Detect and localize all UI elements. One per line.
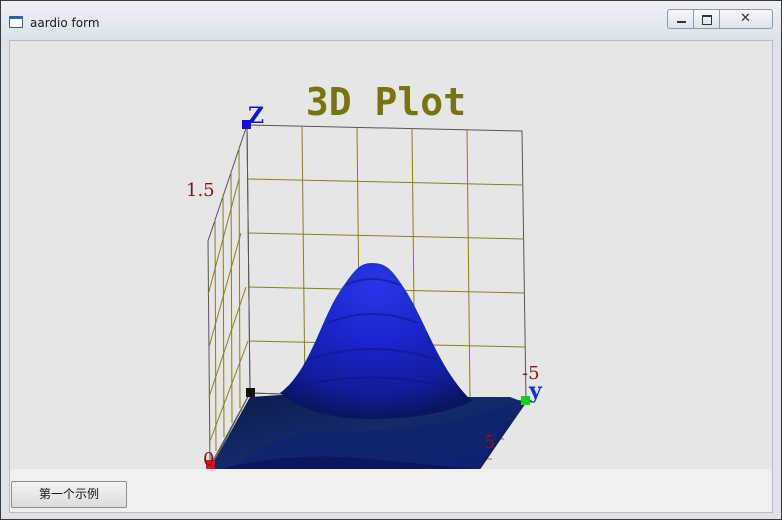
side-wall-grid	[207, 124, 251, 468]
close-button[interactable]: ✕	[720, 9, 773, 29]
title-bar[interactable]: aardio form ✕	[1, 1, 781, 41]
z-axis-marker	[242, 120, 251, 129]
surface-bands	[293, 278, 457, 390]
y-tick-label-neg: -5	[522, 363, 540, 384]
caption-buttons: ✕	[667, 9, 773, 29]
close-icon: ✕	[740, 11, 751, 26]
minimize-icon	[677, 21, 686, 23]
origin-marker	[246, 388, 255, 397]
plot-title: 3D Plot	[306, 80, 466, 124]
form-client-area: 3D Plot	[9, 40, 773, 513]
z-axis-label: Z	[248, 103, 264, 129]
x-axis-marker	[206, 460, 215, 469]
minimize-button[interactable]	[667, 9, 694, 29]
plot-svg: 3D Plot	[186, 80, 543, 469]
button-bar: 第一个示例	[10, 469, 772, 512]
first-example-button[interactable]: 第一个示例	[11, 481, 127, 508]
maximize-button[interactable]	[694, 9, 720, 29]
window-title: aardio form	[30, 16, 100, 30]
z-tick-label: 1.5	[186, 180, 215, 201]
surface-peak	[280, 263, 472, 419]
plot-canvas[interactable]: 3D Plot	[10, 41, 772, 469]
surface-base-ridge	[230, 403, 515, 469]
y-axis-marker	[521, 396, 530, 405]
y-axis-label: y	[528, 378, 543, 404]
maximize-icon	[702, 15, 712, 25]
x-tick-label-zero: 0	[203, 449, 214, 469]
window-icon	[9, 16, 23, 28]
y-tick-label-pos: 5	[484, 432, 495, 453]
surface-front-rim	[220, 456, 480, 469]
